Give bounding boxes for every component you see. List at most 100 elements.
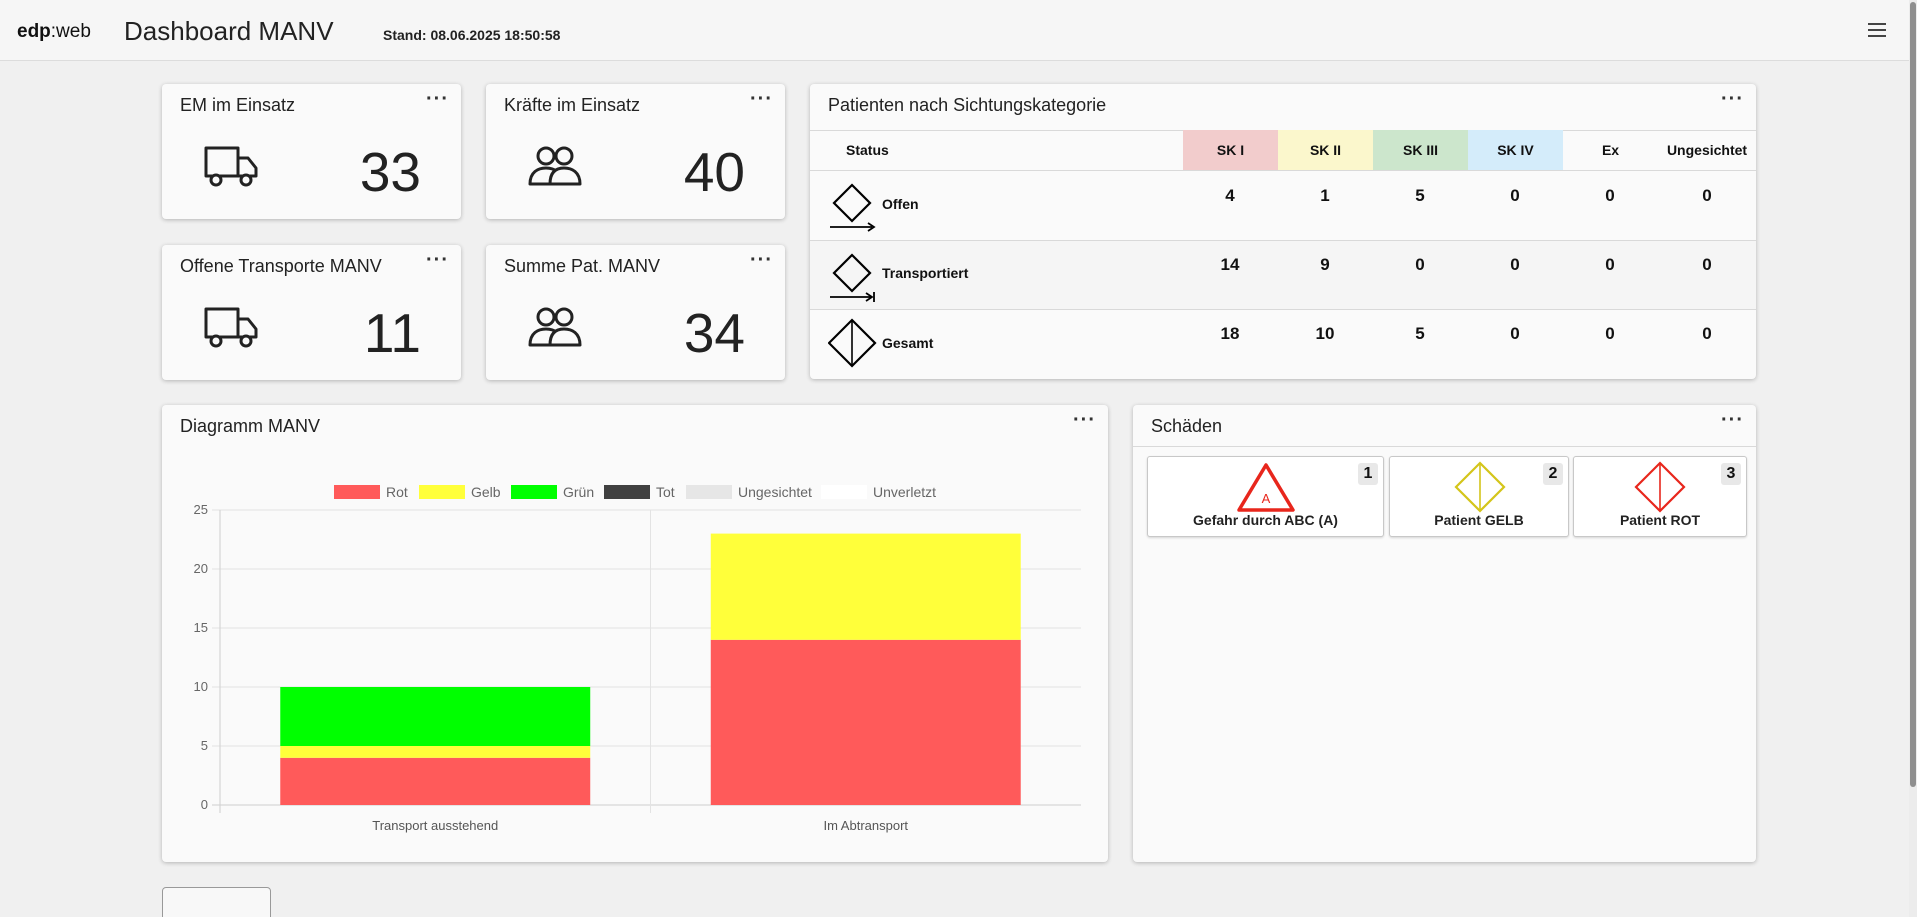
table-row: Offen 4 1 5 0 0 0 [810, 171, 1756, 240]
card-menu-button[interactable]: ··· [426, 88, 449, 110]
legend-swatch [334, 485, 380, 499]
legend-item[interactable]: Gelb [419, 484, 501, 500]
legend-label: Gelb [471, 484, 501, 500]
x-tick-label: Transport ausstehend [372, 818, 498, 833]
table-cell: 5 [1415, 186, 1425, 205]
status-open-icon [830, 183, 876, 232]
damages-title: Schäden [1151, 416, 1223, 436]
y-tick-label: 25 [194, 502, 208, 517]
kpi-value: 33 [359, 141, 421, 203]
status-transported-icon [830, 253, 875, 302]
timestamp-label: Stand: 08.06.2025 18:50:58 [383, 27, 561, 43]
damage-label: Patient GELB [1434, 512, 1524, 528]
legend-item[interactable]: Unverletzt [821, 484, 936, 500]
status-total-icon [828, 318, 877, 368]
x-tick-label: Im Abtransport [823, 818, 908, 833]
card-menu-button[interactable]: ··· [1721, 409, 1744, 431]
hazard-letter: A [1262, 491, 1271, 506]
table-cell: 0 [1605, 255, 1615, 274]
y-tick-label: 0 [201, 797, 208, 812]
table-cell: 14 [1220, 255, 1240, 274]
legend-label: Grün [563, 484, 595, 500]
damage-count: 3 [1721, 463, 1741, 485]
bar-segment-gelb [710, 533, 1021, 640]
hamburger-icon[interactable] [1865, 20, 1889, 40]
legend-swatch [821, 485, 867, 499]
damages-card: Schäden ··· A 1 Gefahr durch ABC (A) 2 P… [1133, 405, 1756, 862]
red-diamond-icon [1634, 461, 1686, 513]
kpi-card-kraefte: Kräfte im Einsatz ··· 40 [486, 84, 785, 219]
card-menu-button[interactable]: ··· [750, 88, 773, 110]
bar-segment-rot [710, 639, 1021, 805]
top-bar: edp:web Dashboard MANV Stand: 08.06.2025… [0, 0, 1917, 61]
column-header-sk2: SK II [1278, 130, 1373, 170]
legend-item[interactable]: Tot [604, 484, 675, 500]
table-cell: 5 [1415, 324, 1425, 343]
patients-title: Patienten nach Sichtungskategorie [828, 95, 1107, 115]
kpi-value: 34 [683, 302, 745, 364]
card-menu-button[interactable]: ··· [750, 249, 773, 271]
table-cell: 9 [1320, 255, 1330, 274]
card-menu-button[interactable]: ··· [426, 249, 449, 271]
damage-label: Gefahr durch ABC (A) [1193, 512, 1338, 528]
damage-count: 2 [1543, 463, 1563, 485]
table-cell: 10 [1315, 324, 1335, 343]
people-icon [528, 307, 582, 347]
table-cell: 18 [1220, 324, 1240, 343]
damage-tile-rot[interactable]: 3 Patient ROT [1573, 456, 1747, 537]
damage-tile-abc[interactable]: A 1 Gefahr durch ABC (A) [1147, 456, 1384, 537]
card-menu-button[interactable]: ··· [1073, 409, 1096, 431]
chart-legend[interactable]: Rot Gelb Grün Tot Ungesichtet Unverletzt [162, 484, 1108, 501]
table-cell: 0 [1510, 324, 1520, 343]
kpi-card-transporte: Offene Transporte MANV ··· 11 [162, 245, 461, 380]
row-label: Offen [882, 196, 919, 212]
legend-item[interactable]: Ungesichtet [686, 484, 812, 500]
column-header-ex: Ex [1601, 142, 1620, 158]
chart-card: Diagramm MANV ··· Rot Gelb Grün Tot Ungesich… [162, 405, 1108, 862]
column-header-sk4: SK IV [1468, 130, 1563, 170]
column-header-sk1: SK I [1183, 130, 1278, 170]
page-scrollbar[interactable] [1909, 0, 1917, 917]
legend-swatch [419, 485, 465, 499]
legend-label: Rot [386, 484, 408, 500]
chart-title: Diagramm MANV [180, 416, 321, 436]
table-cell: 0 [1415, 255, 1425, 274]
row-label: Transportiert [882, 265, 969, 281]
y-tick-label: 15 [194, 620, 208, 635]
patients-card: Patienten nach Sichtungskategorie ··· St… [810, 84, 1756, 379]
damage-tile-gelb[interactable]: 2 Patient GELB [1389, 456, 1569, 537]
kpi-card-em: EM im Einsatz ··· 33 [162, 84, 461, 219]
table-cell: 4 [1225, 186, 1235, 205]
table-cell: 0 [1702, 255, 1712, 274]
legend-label: Ungesichtet [738, 484, 812, 500]
bar-chart: 0 5 10 15 20 25 Transport ausstehend Im Abtrans… [194, 502, 1081, 833]
yellow-diamond-icon [1454, 461, 1506, 513]
y-tick-label: 20 [194, 561, 208, 576]
legend-swatch [511, 485, 557, 499]
kpi-title: EM im Einsatz [180, 95, 296, 115]
y-tick-label: 10 [194, 679, 208, 694]
table-row: Gesamt 18 10 5 0 0 0 [810, 310, 1756, 378]
table-cell: 0 [1702, 186, 1712, 205]
legend-label: Tot [656, 484, 675, 500]
table-cell: 0 [1702, 324, 1712, 343]
kpi-card-patienten: Summe Pat. MANV ··· 34 [486, 245, 785, 380]
column-header-status: Status [846, 142, 889, 158]
bottom-button[interactable] [162, 887, 271, 917]
damage-label: Patient ROT [1619, 512, 1701, 528]
table-cell: 0 [1605, 324, 1615, 343]
card-menu-button[interactable]: ··· [1721, 88, 1744, 110]
truck-icon [204, 146, 258, 187]
app-logo[interactable]: edp:web [17, 21, 91, 42]
legend-item[interactable]: Rot [334, 484, 408, 500]
legend-item[interactable]: Grün [511, 484, 595, 500]
hazard-triangle-icon: A [1237, 463, 1295, 512]
bar-segment-rot [280, 757, 591, 805]
table-cell: 0 [1605, 186, 1615, 205]
table-cell: 1 [1320, 186, 1330, 205]
table-row: Transportiert 14 9 0 0 0 0 [810, 241, 1756, 309]
bar-segment-gelb [280, 746, 591, 758]
damage-count: 1 [1358, 463, 1378, 485]
kpi-title: Summe Pat. MANV [504, 256, 661, 276]
y-tick-label: 5 [201, 738, 208, 753]
